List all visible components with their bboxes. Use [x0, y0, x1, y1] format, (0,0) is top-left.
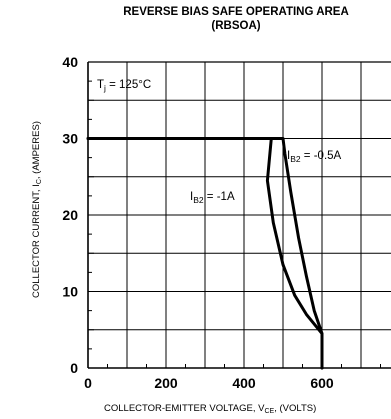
y-tick-label: 20: [62, 207, 78, 223]
x-tick-label: 400: [232, 375, 256, 391]
x-tick-label: 0: [84, 375, 92, 391]
axes: [87, 61, 391, 369]
y-tick-label: 10: [62, 284, 78, 300]
tick-labels: 020040060080010203040: [62, 54, 334, 391]
x-tick-label: 600: [310, 375, 334, 391]
series-line-1: [86, 137, 324, 370]
grid: [88, 62, 391, 368]
chart-subtitle: (RBSOA): [211, 20, 260, 32]
ib2-1a-annotation: IB2 = -1A: [190, 191, 235, 205]
y-tick-label: 40: [62, 54, 78, 70]
chart-title: REVERSE BIAS SAFE OPERATING AREA: [123, 6, 349, 18]
temperature-annotation: Tj = 125°C: [97, 79, 151, 93]
x-tick-label: 200: [154, 375, 178, 391]
x-axis-label: COLLECTOR-EMITTER VOLTAGE, VCE, (VOLTS): [104, 403, 316, 415]
y-tick-label: 0: [70, 360, 78, 376]
y-axis-label: COLLECTOR CURRENT, IC, (AMPERES): [31, 121, 43, 298]
ib2-0.5a-annotation: IB2 = -0.5A: [287, 150, 342, 164]
series-line-2: [86, 137, 324, 370]
y-tick-label: 30: [62, 131, 78, 147]
data-series: [86, 137, 324, 370]
